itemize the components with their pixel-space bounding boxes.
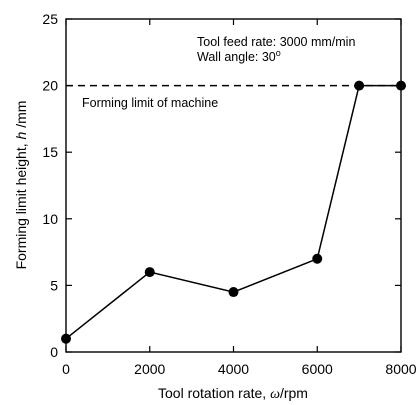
y-tick-label: 20 [42, 78, 58, 94]
y-tick-label: 0 [50, 344, 58, 360]
x-axis-label-unit: /rpm [280, 385, 308, 401]
plot-frame [65, 18, 402, 353]
y-axis-label: Forming limit height, h /mm [13, 101, 29, 270]
data-point [354, 80, 365, 91]
wall-angle-annotation: Wall angle: 30o [197, 48, 281, 64]
x-tick-label: 0 [62, 361, 70, 377]
y-tick-label: 5 [50, 277, 58, 293]
x-tick-label: 2000 [134, 361, 165, 377]
x-tick-label: 6000 [302, 361, 333, 377]
y-tick-label: 15 [42, 144, 58, 160]
y-tick-label: 10 [42, 211, 58, 227]
data-point [228, 287, 239, 298]
wall-angle-degree: o [276, 48, 281, 58]
x-axis-label: Tool rotation rate, ω/rpm [158, 385, 308, 402]
x-tick-label: 4000 [218, 361, 249, 377]
y-axis-label-main: Forming limit height, [13, 139, 29, 269]
forming-limit-label: Forming limit of machine [82, 96, 218, 110]
x-axis-label-main: Tool rotation rate, [158, 385, 270, 401]
data-point [61, 333, 71, 344]
data-point [144, 267, 155, 278]
data-point [312, 253, 323, 264]
series-points [61, 80, 406, 344]
data-point [396, 80, 406, 91]
x-tick-label: 8000 [385, 361, 416, 377]
x-axis-label-symbol: ω [270, 387, 280, 402]
wall-angle-text: Wall angle: 30 [197, 50, 276, 64]
y-tick-label: 25 [42, 11, 58, 27]
y-axis-label-unit: /mm [13, 101, 29, 132]
x-axis-ticks: 0 2000 4000 6000 8000 [62, 19, 417, 377]
feed-rate-annotation: Tool feed rate: 3000 mm/min [197, 35, 355, 49]
y-axis-label-symbol: h [13, 131, 29, 139]
series-line [65, 84, 401, 340]
